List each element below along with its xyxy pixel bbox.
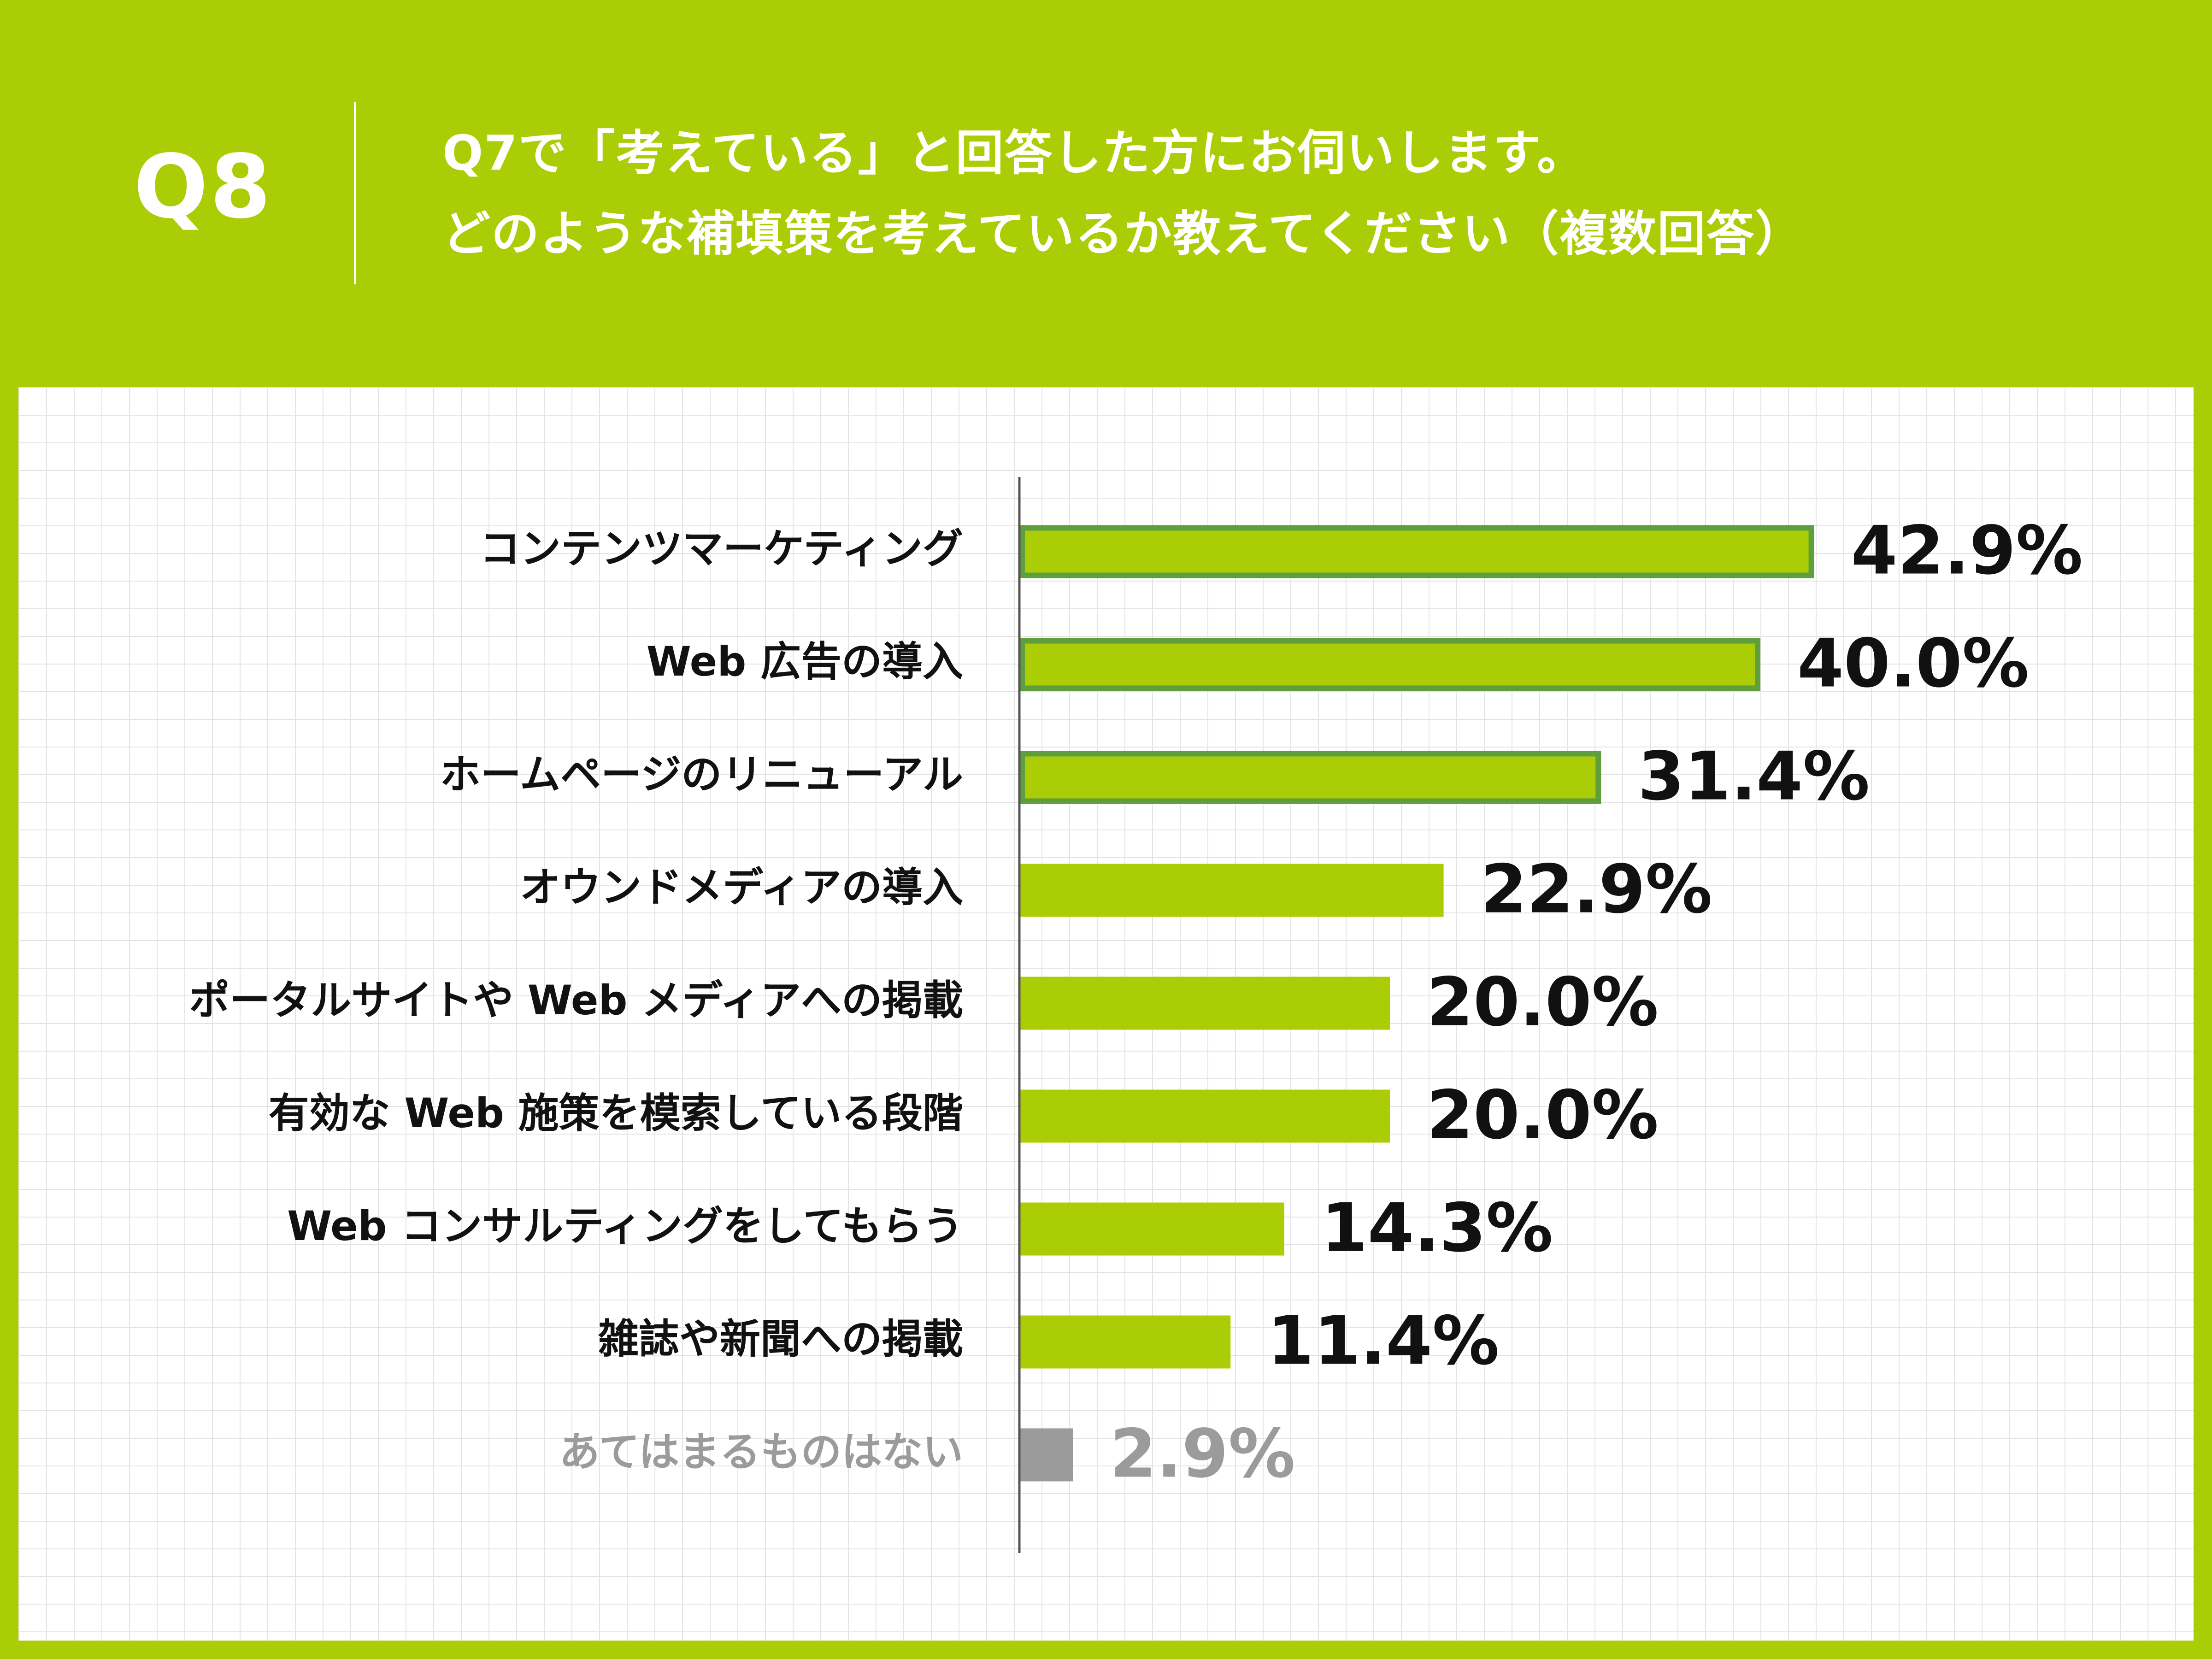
category-label-2: Web 広告の導入 <box>647 638 963 685</box>
category-label-9: あてはまるものはない <box>559 1428 963 1476</box>
bar-1 <box>1019 525 1814 578</box>
category-label-7: Web コンサルティングをしてもらう <box>287 1202 963 1250</box>
value-label-5: 20.0% <box>1427 964 1659 1041</box>
bar-5 <box>1019 977 1390 1030</box>
value-label-4: 22.9% <box>1481 851 1712 929</box>
bar-9 <box>1019 1428 1073 1482</box>
question-line-2: どのような補填策を考えているか教えてください（複数回答） <box>442 206 1804 262</box>
category-label-3: ホームページのリニューアル <box>440 751 963 798</box>
bar-6 <box>1019 1089 1390 1143</box>
category-label-6: 有効な Web 施策を模索している段階 <box>269 1089 963 1137</box>
header-divider <box>354 102 356 284</box>
value-label-7: 14.3% <box>1321 1189 1553 1267</box>
bar-3 <box>1019 751 1601 804</box>
bar-4 <box>1019 864 1444 917</box>
bar-2 <box>1019 638 1760 691</box>
bar-8 <box>1019 1315 1231 1369</box>
value-label-3: 31.4% <box>1638 738 1870 816</box>
question-text: Q7で「考えている」と回答した方にお伺いします。 どのような補填策を考えているか… <box>442 113 1804 274</box>
chart-panel: コンテンツマーケティング 42.9% Web 広告の導入 40.0% ホームページのリニ… <box>18 387 2194 1641</box>
question-line-1: Q7で「考えている」と回答した方にお伺いします。 <box>442 125 1586 181</box>
category-label-1: コンテンツマーケティング <box>480 525 963 572</box>
value-label-8: 11.4% <box>1267 1302 1499 1380</box>
value-label-6: 20.0% <box>1427 1077 1659 1154</box>
category-label-5: ポータルサイトや Web メディアへの掲載 <box>189 977 963 1024</box>
value-label-1: 42.9% <box>1851 512 2083 590</box>
bar-chart: コンテンツマーケティング 42.9% Web 広告の導入 40.0% ホームページのリニ… <box>189 477 2083 1553</box>
category-label-8: 雑誌や新聞への掲載 <box>598 1315 963 1363</box>
value-label-9: 2.9% <box>1110 1415 1295 1493</box>
question-number: Q8 <box>134 136 273 238</box>
value-label-2: 40.0% <box>1797 625 2029 703</box>
category-label-4: オウンドメディアの導入 <box>520 864 963 911</box>
bar-7 <box>1019 1202 1284 1256</box>
header: Q8 Q7で「考えている」と回答した方にお伺いします。 どのような補填策を考えて… <box>0 0 2212 387</box>
